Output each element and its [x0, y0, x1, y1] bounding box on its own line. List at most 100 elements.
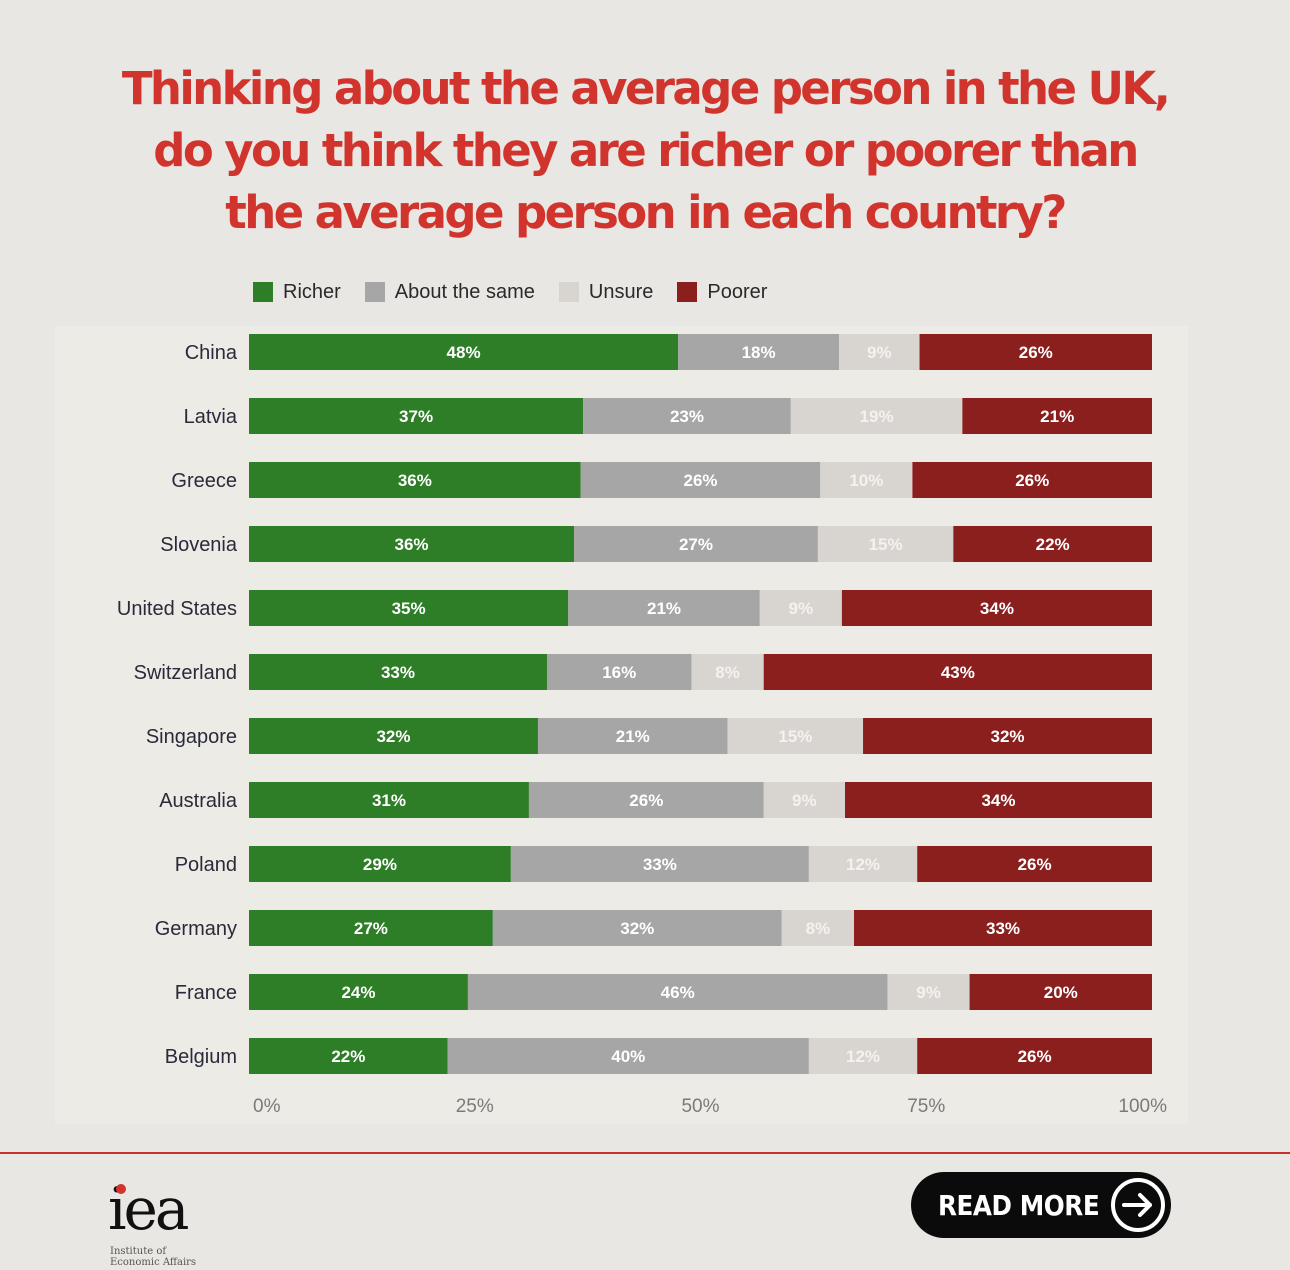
category-label: Slovenia: [160, 534, 238, 556]
bar-segment: [249, 718, 538, 754]
bar-segment: [678, 334, 840, 370]
logo-subtitle-line: Institute of: [110, 1246, 167, 1257]
bar-segment: [953, 526, 1152, 562]
bar-segment: [510, 846, 809, 882]
data-label: 12%: [846, 855, 880, 874]
bar-segment: [249, 910, 493, 946]
legend-label: Unsure: [588, 280, 654, 303]
legend-label: About the same: [394, 280, 535, 303]
data-label: 19%: [860, 407, 894, 426]
data-label: 32%: [991, 727, 1025, 746]
data-label: 29%: [363, 855, 397, 874]
data-label: 36%: [395, 535, 429, 554]
category-label: France: [175, 982, 237, 1004]
legend-item-same: About the same: [364, 280, 535, 304]
data-label: 9%: [916, 983, 941, 1002]
bar-segment: [808, 846, 918, 882]
category-label: Latvia: [184, 406, 238, 428]
bar-segment: [854, 910, 1152, 946]
bar-segment: [447, 1038, 809, 1074]
legend-item-richer: Richer: [253, 281, 341, 304]
data-label: 9%: [867, 343, 892, 362]
data-label: 43%: [941, 663, 975, 682]
data-label: 37%: [399, 407, 433, 426]
data-label: 26%: [1018, 1047, 1052, 1066]
data-label: 15%: [778, 727, 812, 746]
data-label: 32%: [376, 727, 410, 746]
stacked-bar-chart: China 48% 18% 9% 26% Latvia 37% 23% 19% 21% Greece…: [117, 334, 1167, 1117]
data-label: 21%: [1040, 407, 1074, 426]
bar-segment: [580, 462, 821, 498]
bar-segment: [249, 974, 468, 1010]
data-label: 15%: [869, 535, 903, 554]
legend-swatch-poorer: [677, 282, 698, 302]
data-label: 12%: [846, 1047, 880, 1066]
bar-segment: [763, 782, 845, 818]
logo-subtitle: Institute of Economic Affairs: [110, 1246, 230, 1268]
title-line: do you think they are richer or poorer t…: [153, 124, 1139, 177]
bar-segment: [568, 590, 760, 626]
bar-segment: [887, 974, 970, 1010]
category-label: Germany: [155, 918, 237, 940]
iea-logo[interactable]: iea Institute of Economic Affairs: [108, 1180, 218, 1270]
bar-segment: [249, 526, 575, 562]
data-label: 27%: [354, 919, 388, 938]
x-tick-label: 25%: [456, 1096, 494, 1117]
data-label: 35%: [392, 599, 426, 618]
bar-segment: [759, 590, 842, 626]
chart-legend: Richer About the same Unsure Poorer: [253, 280, 791, 304]
category-label: China: [185, 342, 238, 364]
x-tick-label: 75%: [907, 1096, 945, 1117]
category-label: Poland: [175, 854, 237, 876]
data-label: 23%: [670, 407, 704, 426]
title-line: the average person in each country?: [225, 186, 1067, 239]
data-label: 18%: [742, 343, 776, 362]
chart-title: Thinking about the average person in the…: [0, 58, 1290, 244]
bar-segment: [962, 398, 1152, 434]
data-label: 10%: [849, 471, 883, 490]
data-label: 21%: [616, 727, 650, 746]
data-label: 24%: [341, 983, 375, 1002]
bar-segment: [790, 398, 963, 434]
data-label: 16%: [602, 663, 636, 682]
bar-segment: [841, 590, 1152, 626]
data-label: 33%: [381, 663, 415, 682]
title-line: Thinking about the average person in the…: [121, 62, 1171, 115]
data-label: 48%: [447, 343, 481, 362]
data-label: 33%: [986, 919, 1020, 938]
x-tick-label: 100%: [1118, 1096, 1167, 1117]
legend-label: Poorer: [707, 280, 768, 303]
chart-panel: China 48% 18% 9% 26% Latvia 37% 23% 19% 21% Greece…: [55, 326, 1188, 1124]
data-label: 8%: [806, 919, 831, 938]
data-label: 9%: [792, 791, 817, 810]
data-label: 34%: [981, 791, 1015, 810]
data-label: 40%: [611, 1047, 645, 1066]
bar-segment: [863, 718, 1152, 754]
data-label: 33%: [643, 855, 677, 874]
data-label: 21%: [647, 599, 681, 618]
legend-swatch-unsure: [558, 282, 579, 302]
data-label: 46%: [661, 983, 695, 1002]
bar-segment: [249, 846, 511, 882]
bar-segment: [691, 654, 764, 690]
bar-segment: [249, 1038, 448, 1074]
bar-segment: [249, 334, 679, 370]
arrow-right-icon: [1111, 1178, 1165, 1232]
read-more-button[interactable]: READ MORE: [911, 1172, 1171, 1238]
data-label: 9%: [789, 599, 814, 618]
data-label: 26%: [1019, 343, 1053, 362]
bar-segment: [763, 654, 1152, 690]
legend-item-poorer: Poorer: [677, 281, 767, 304]
bar-segment: [467, 974, 888, 1010]
bar-segment: [249, 782, 529, 818]
footer-divider: [0, 1152, 1290, 1154]
data-label: 26%: [1018, 855, 1052, 874]
data-label: 26%: [1015, 471, 1049, 490]
bar-segment: [583, 398, 791, 434]
data-label: 8%: [715, 663, 740, 682]
data-label: 26%: [683, 471, 717, 490]
bar-segment: [492, 910, 782, 946]
data-label: 31%: [372, 791, 406, 810]
bar-segment: [727, 718, 864, 754]
bar-segment: [808, 1038, 918, 1074]
